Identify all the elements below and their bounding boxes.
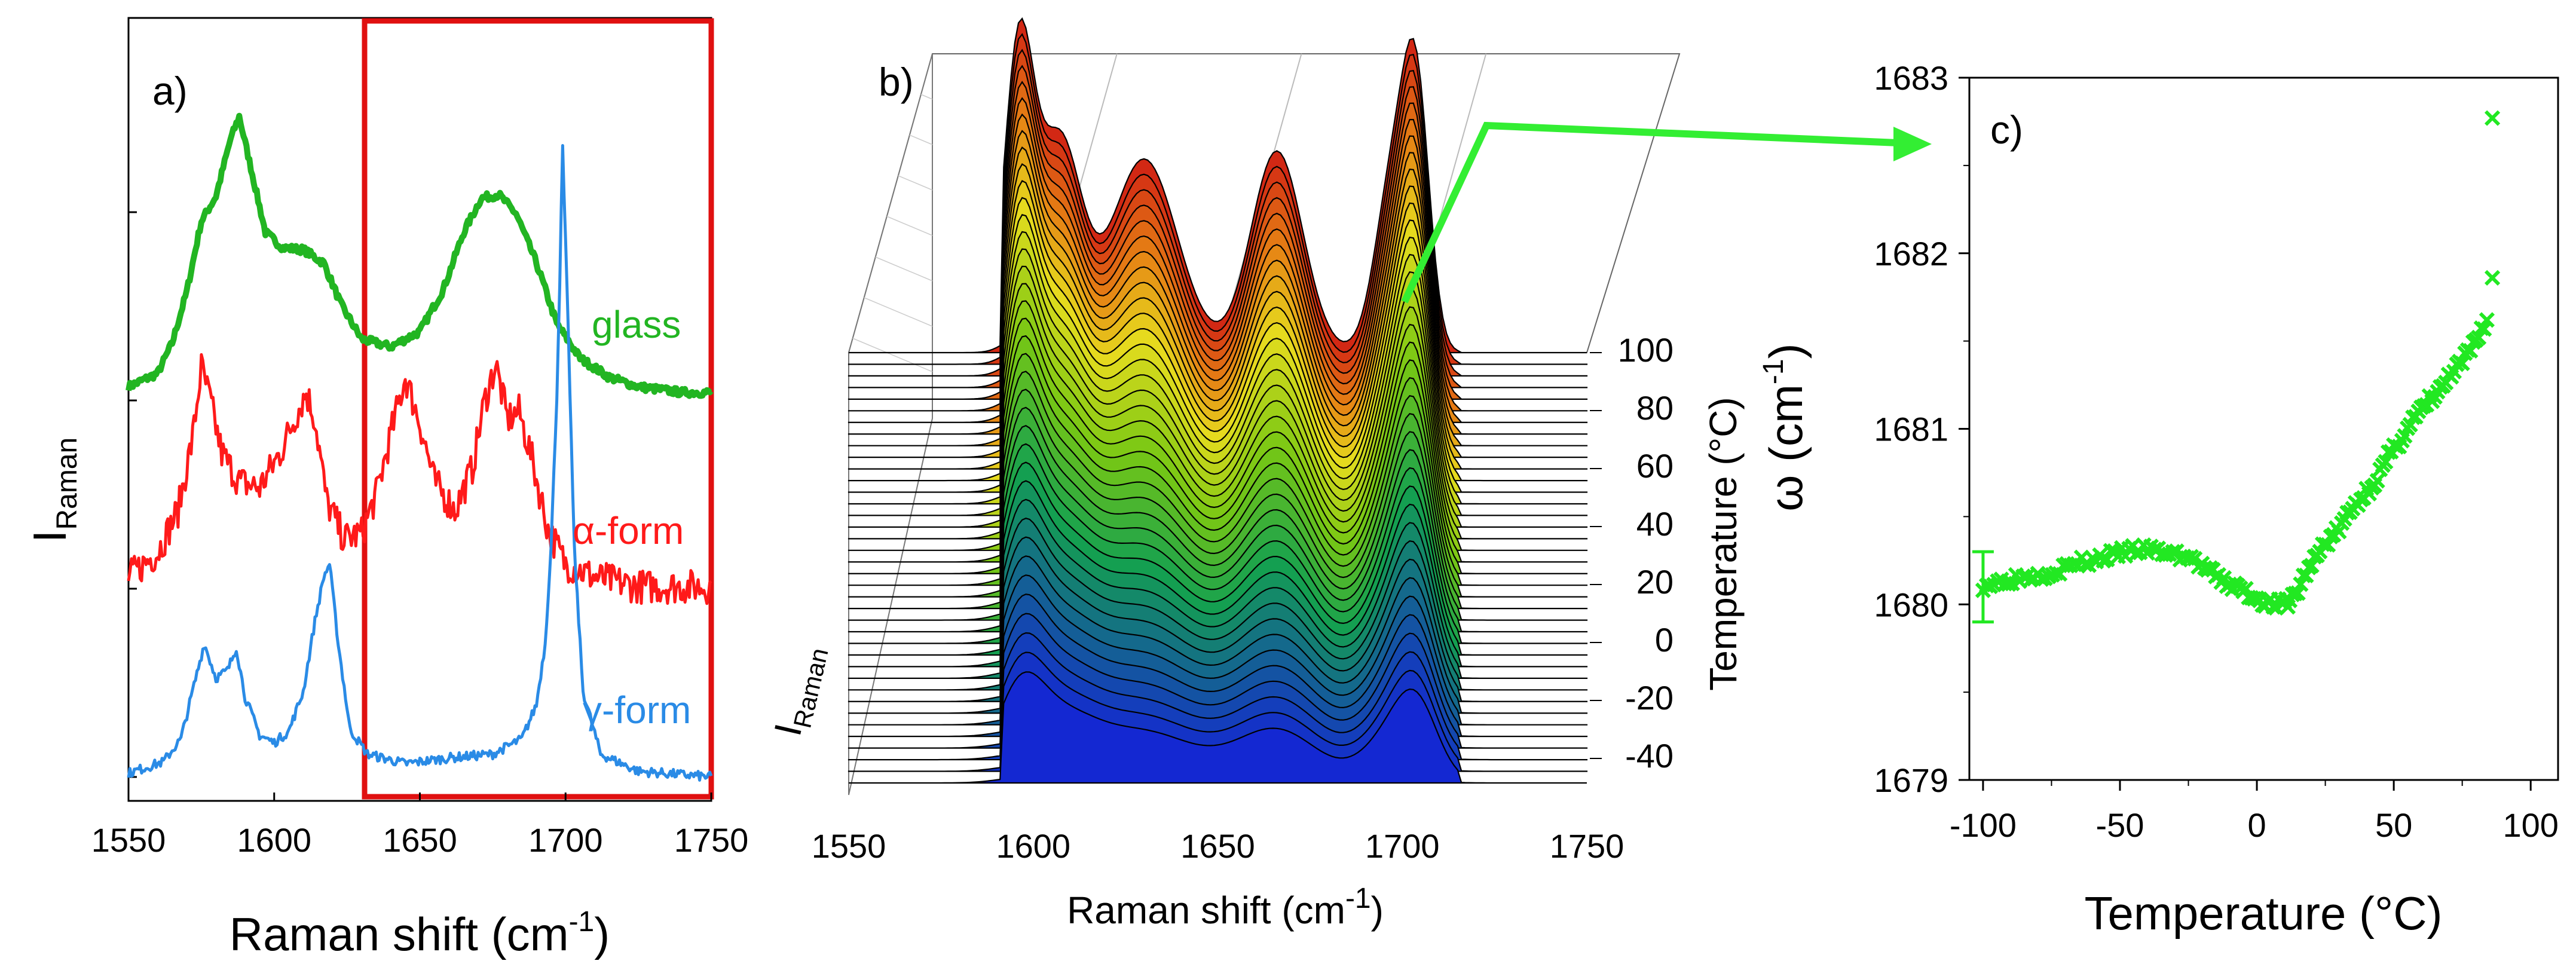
panel-c-xticks: -100 -50 0 50 100 (1950, 780, 2559, 844)
x-tick-label: 100 (2502, 806, 2558, 844)
panel-a: 1550 1600 1650 1700 1750 a) glass α-form γ-f… (23, 17, 749, 960)
y-tick-label: 1681 (1874, 411, 1948, 448)
x-tick-label: 1550 (812, 827, 886, 865)
left-gridline (875, 256, 933, 282)
legend-glass: glass (592, 303, 681, 346)
panel-a-ylabel: IRaman (23, 437, 83, 543)
panel-b-waterfall (848, 17, 1588, 784)
left-gridline (898, 175, 933, 191)
left-gridline (852, 338, 933, 372)
x-tick-label: 1700 (1365, 827, 1440, 865)
panel-b-xticks: 1550 1600 1650 1700 1750 (812, 827, 1624, 865)
connector-arrow-head (1893, 127, 1932, 161)
t-tick-label: 20 (1636, 563, 1674, 601)
t-tick-label: 0 (1655, 621, 1674, 659)
panel-a-ylabel-sub: Raman (51, 437, 83, 530)
data-point (2303, 558, 2320, 574)
series-alpha-form (127, 353, 712, 605)
panel-a-series (126, 112, 714, 782)
data-point (2369, 473, 2385, 489)
panel-c-ylabel: ω (cm-1) (1758, 343, 1812, 511)
panel-a-xlabel-main: Raman shift (cm (230, 908, 569, 960)
y-tick-label: 1679 (1874, 761, 1948, 799)
panel-a-xlabel-end: ) (594, 908, 610, 960)
x-tick-label: 1750 (674, 821, 749, 859)
series-gamma-form (127, 144, 713, 782)
t-tick-label: 60 (1636, 447, 1674, 485)
y-tick-label: 1682 (1874, 235, 1948, 273)
x-tick-label: 1750 (1550, 827, 1624, 865)
x-tick-label: 1700 (528, 821, 603, 859)
left-wall (848, 53, 933, 795)
panel-c-ylabel-end: ) (1760, 343, 1812, 359)
panel-a-xlabel: Raman shift (cm-1) (230, 906, 610, 960)
left-gridline (909, 134, 933, 145)
data-point (2479, 312, 2495, 328)
panel-c: 1683 1682 1681 1680 1679 -100 -50 0 50 100 c) Te… (1758, 59, 2559, 940)
panel-c-points (1975, 110, 2501, 616)
panel-b-zlabel: Temperature (°C) (1702, 397, 1745, 691)
panel-c-ylabel-sup: -1 (1758, 359, 1789, 384)
connector-arrow (1401, 121, 1913, 304)
legend-gamma-form: γ-form (583, 689, 691, 732)
left-gridline (864, 297, 933, 327)
data-point (2484, 110, 2501, 126)
panel-a-yticks (129, 211, 137, 778)
x-tick-label: 1600 (996, 827, 1070, 865)
x-tick-label: 1650 (383, 821, 457, 859)
waterfall-trace (849, 671, 1587, 784)
x-tick-label: 50 (2375, 806, 2412, 844)
panel-c-yticks: 1683 1682 1681 1680 1679 (1874, 59, 1969, 799)
t-tick-label: 80 (1636, 389, 1674, 427)
series-glass (126, 112, 714, 399)
panel-a-frame (127, 17, 712, 802)
panel-a-xticks: 1550 1600 1650 1700 1750 (91, 793, 749, 859)
panel-a-label: a) (152, 69, 188, 113)
panel-b-xlabel-end: ) (1371, 889, 1384, 932)
data-point (2462, 342, 2479, 359)
panel-b-xlabel-main: Raman shift (cm (1067, 889, 1345, 932)
t-tick-label: -40 (1625, 737, 1674, 775)
data-point (2293, 576, 2309, 592)
panel-a-ylabel-main: I (23, 530, 76, 543)
panel-c-xlabel: Temperature (°C) (2084, 887, 2442, 940)
panel-c-ylabel-main: ω (cm (1760, 384, 1812, 512)
x-tick-label: 0 (2247, 806, 2266, 844)
panel-b-xlabel: Raman shift (cm-1) (1067, 883, 1384, 932)
data-point (2290, 585, 2306, 601)
panel-b-xlabel-sup: -1 (1345, 883, 1371, 914)
panel-b-label: b) (879, 60, 914, 104)
data-point (2484, 270, 2501, 286)
panel-b-ylabel-sub: Raman (788, 645, 833, 731)
panel-b: 1550 1600 1650 1700 1750 100806040200-20-40 … (766, 17, 1745, 932)
left-gridline (920, 94, 933, 100)
t-tick-label: -20 (1625, 679, 1674, 717)
highlight-box (362, 18, 714, 800)
t-tick-label: 40 (1636, 505, 1674, 543)
x-tick-label: 1550 (91, 821, 166, 859)
x-tick-label: 1650 (1180, 827, 1255, 865)
x-tick-label: -100 (1950, 806, 2017, 844)
legend-alpha-form: α-form (573, 509, 684, 552)
y-tick-label: 1680 (1874, 586, 1948, 623)
y-tick-label: 1683 (1874, 59, 1948, 97)
left-gridline (886, 216, 933, 236)
panel-b-tticks: 100 80 60 40 20 0 -20 -40 (1590, 331, 1674, 775)
x-tick-label: -50 (2096, 806, 2144, 844)
panel-c-frame (1968, 77, 2559, 781)
panel-c-label: c) (1990, 108, 2023, 152)
panel-b-ylabel: IRaman (766, 641, 833, 741)
panel-a-xlabel-sup: -1 (569, 906, 595, 938)
x-tick-label: 1600 (237, 821, 311, 859)
t-tick-label: 100 (1618, 331, 1674, 369)
